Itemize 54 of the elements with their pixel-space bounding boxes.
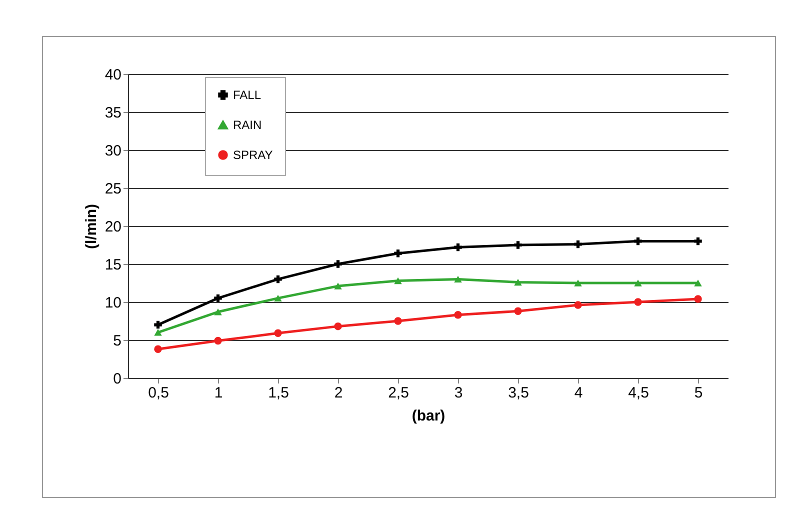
x-axis-title: (bar) [412, 408, 446, 424]
x-tick-label: 0,5 [148, 384, 169, 402]
y-tick-label: 30 [104, 142, 122, 160]
point [334, 322, 342, 330]
x-tick-label: 2,5 [388, 384, 409, 402]
y-tick-label: 0 [113, 370, 122, 388]
point [454, 311, 462, 319]
y-tick-label: 40 [104, 66, 122, 84]
legend-label: FALL [233, 88, 262, 102]
point [154, 320, 162, 329]
legend-label: RAIN [233, 118, 262, 132]
y-tick-label: 15 [104, 256, 122, 274]
y-tick-label: 10 [104, 294, 122, 312]
point [154, 329, 162, 336]
point [214, 336, 222, 345]
point [394, 277, 402, 284]
point [274, 329, 282, 338]
y-tick-label: 5 [113, 332, 122, 350]
point [574, 280, 582, 286]
point [274, 294, 282, 302]
point [694, 295, 702, 303]
point [394, 249, 402, 258]
point [334, 282, 342, 290]
point [334, 260, 342, 268]
x-tick-label: 1,5 [268, 384, 289, 402]
x-tick-label: 3,5 [508, 384, 529, 402]
point [694, 237, 702, 246]
x-tick-label: 5 [694, 384, 703, 402]
y-tick-label: 25 [104, 180, 122, 198]
point [574, 240, 582, 248]
y-tick-label: 35 [104, 104, 122, 122]
point [634, 237, 642, 246]
point [574, 301, 582, 309]
point [454, 243, 462, 252]
point [514, 241, 522, 249]
y-tick-label: 20 [104, 218, 122, 236]
point [214, 294, 222, 302]
y-axis-title: (l/min) [82, 204, 100, 249]
x-tick-label: 4 [574, 384, 583, 402]
point [514, 278, 522, 286]
x-tick-label: 3 [454, 384, 463, 402]
point [214, 308, 222, 316]
x-tick-label: 2 [334, 384, 343, 402]
point [694, 280, 702, 286]
x-tick-label: 4,5 [628, 384, 649, 402]
point [274, 275, 282, 284]
point [394, 317, 402, 325]
point [454, 276, 462, 283]
point [154, 345, 162, 353]
x-tick-label: 1 [214, 384, 223, 402]
point [514, 307, 522, 315]
legend-label: SPRAY [233, 148, 273, 162]
point [634, 298, 642, 306]
point [634, 280, 642, 286]
